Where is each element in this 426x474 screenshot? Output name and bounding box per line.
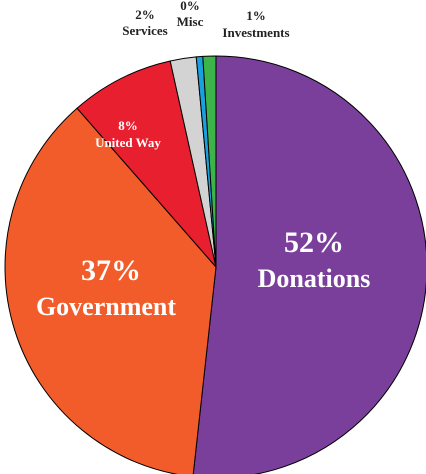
label-government-percent: 37%	[81, 254, 141, 287]
label-unitedway-name: United Way	[95, 135, 161, 150]
label-government-name: Government	[36, 292, 176, 321]
pie-slice-government	[4, 107, 217, 474]
pie-slice-donations	[192, 55, 426, 474]
label-misc-name: Misc	[177, 14, 204, 29]
label-unitedway-percent: 8%	[118, 118, 138, 133]
pie-slice-investments	[202, 55, 217, 268]
label-donations-percent: 52%	[284, 226, 344, 259]
label-misc-percent: 0%	[180, 0, 200, 13]
label-investments-name: Investments	[222, 25, 289, 40]
label-services-percent: 2%	[135, 7, 155, 22]
label-services-name: Services	[122, 23, 167, 38]
label-donations-name: Donations	[258, 264, 371, 293]
pie-slices	[4, 55, 426, 474]
label-investments-percent: 1%	[246, 8, 266, 23]
